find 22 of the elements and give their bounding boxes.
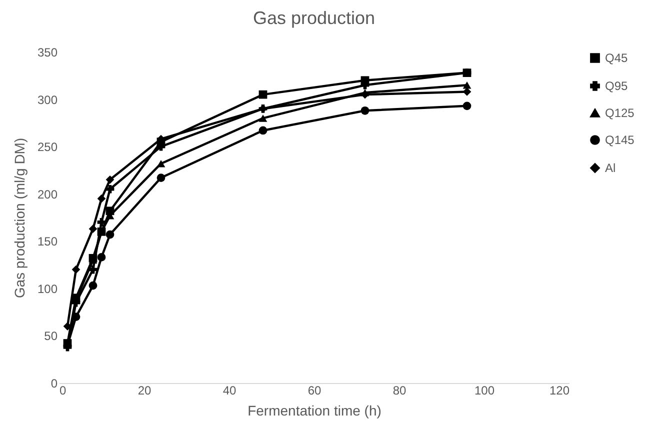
- y-tick-label: 250: [37, 140, 58, 154]
- x-tick-label: 60: [308, 384, 322, 398]
- y-tick-label: 50: [44, 329, 58, 344]
- legend-label: Q145: [605, 133, 635, 147]
- x-tick-label: 20: [138, 384, 152, 398]
- y-tick-label: 150: [37, 234, 58, 249]
- y-tick-label: 200: [37, 187, 58, 202]
- legend-label: Q125: [605, 106, 635, 120]
- y-axis-title: Gas production (ml/g DM): [11, 138, 28, 298]
- legend-label: Al: [605, 161, 616, 175]
- x-tick-label: 0: [60, 384, 66, 398]
- legend-label: Q95: [605, 79, 628, 93]
- y-tick-label: 100: [37, 282, 58, 296]
- y-tick-label: 300: [37, 92, 58, 107]
- x-tick-label: 80: [392, 384, 406, 398]
- y-tick-label: 350: [37, 46, 58, 60]
- x-tick-label: 100: [474, 384, 495, 398]
- x-axis-title: Fermentation time (h): [248, 402, 382, 418]
- chart-title: Gas production: [252, 8, 376, 28]
- x-tick-label: 40: [222, 384, 236, 398]
- legend-label: Q45: [605, 51, 628, 65]
- x-tick-label: 120: [549, 384, 570, 398]
